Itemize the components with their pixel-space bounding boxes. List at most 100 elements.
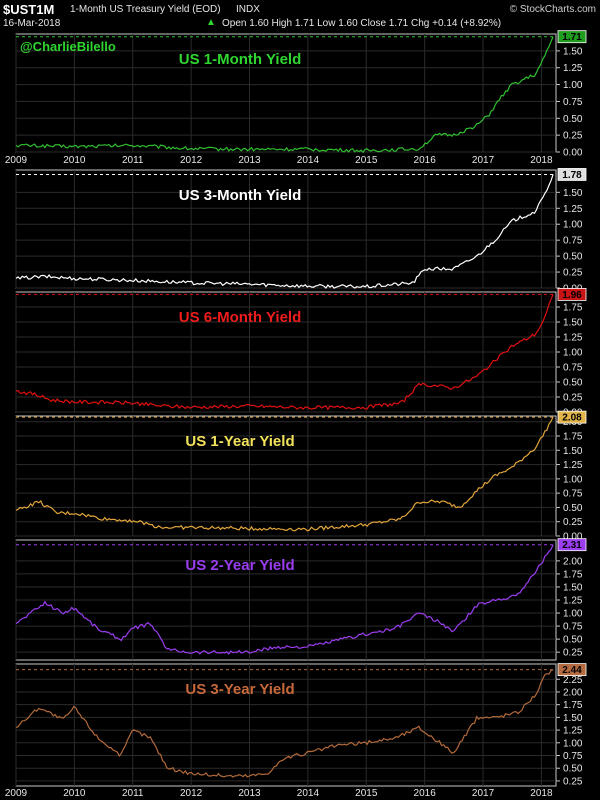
y-tick-label: 2.25 bbox=[563, 675, 583, 686]
last-value-label: 2.08 bbox=[562, 413, 582, 424]
x-tick-label: 2010 bbox=[63, 788, 86, 799]
y-tick-label: 1.00 bbox=[563, 348, 583, 359]
y-tick-label: 1.25 bbox=[563, 596, 583, 607]
last-value-label: 2.31 bbox=[562, 540, 582, 551]
x-tick-label: 2018 bbox=[530, 155, 553, 166]
chart-header: $UST1M 1-Month US Treasury Yield (EOD) I… bbox=[0, 0, 600, 34]
y-tick-label: 0.25 bbox=[563, 517, 583, 528]
last-value-label: 2.44 bbox=[562, 665, 582, 676]
y-tick-label: 1.25 bbox=[563, 726, 583, 737]
x-tick-label: 2015 bbox=[355, 788, 378, 799]
quote-label: Open 1.60 High 1.71 Low 1.60 Close 1.71 … bbox=[222, 18, 502, 29]
x-tick-label: 2010 bbox=[63, 155, 86, 166]
y-tick-label: 1.00 bbox=[563, 80, 583, 91]
panel-6: 0.250.50 0.75 1.001.25 1.50 1.75 2.002.25 2009… bbox=[5, 663, 587, 799]
y-tick-label: 1.00 bbox=[563, 474, 583, 485]
last-value-box bbox=[557, 663, 587, 676]
x-tick-label: 2014 bbox=[297, 788, 320, 799]
y-tick-label: 0.75 bbox=[563, 97, 583, 108]
x-tick-label: 2009 bbox=[5, 788, 28, 799]
description-label: 1-Month US Treasury Yield (EOD) bbox=[70, 4, 221, 15]
y-tick-label: 0.50 bbox=[563, 114, 583, 125]
y-tick-label: 0.25 bbox=[563, 393, 583, 404]
y-tick-label: 0.25 bbox=[563, 776, 583, 787]
y-tick-label: 1.00 bbox=[563, 220, 583, 231]
date-label: 16-Mar-2018 bbox=[3, 18, 61, 29]
y-tick-label: 1.50 bbox=[563, 318, 583, 329]
x-tick-label: 2015 bbox=[355, 155, 378, 166]
last-value-box bbox=[557, 287, 587, 301]
last-value-box bbox=[557, 538, 587, 552]
plot-frame bbox=[15, 33, 557, 153]
panel-title: US 6-Month Yield bbox=[179, 309, 302, 326]
y-tick-label: 0.00 bbox=[563, 148, 583, 159]
y-tick-label: 0.50 bbox=[563, 378, 583, 389]
x-tick-label: 2011 bbox=[122, 155, 144, 166]
x-tick-label: 2009 bbox=[5, 155, 28, 166]
x-tick-label: 2017 bbox=[472, 788, 495, 799]
last-value-box bbox=[557, 30, 587, 44]
series-line bbox=[15, 669, 554, 778]
panel-5: 0.25 0.50 0.75 1.00 1.25 1.50 1.75 2.00 2.31 US 2… bbox=[15, 538, 587, 661]
y-tick-label: 0.00 bbox=[563, 532, 583, 543]
series-line bbox=[15, 36, 554, 154]
y-tick-label: 1.00 bbox=[563, 738, 583, 749]
panel-title: US 1-Month Yield bbox=[179, 51, 302, 68]
y-tick-label: 0.50 bbox=[563, 252, 583, 263]
panel-title: US 3-Month Yield bbox=[179, 187, 302, 204]
x-tick-label: 2013 bbox=[238, 788, 261, 799]
last-value-label: 1.96 bbox=[562, 290, 582, 301]
y-tick-label: 1.50 bbox=[563, 188, 583, 199]
y-tick-label: 2.00 bbox=[563, 687, 583, 698]
author-handle: @CharlieBilello bbox=[20, 39, 116, 54]
panel-4: 0.000.250.500.751.001.251.501.752.002.08… bbox=[15, 410, 587, 543]
last-value-label: 1.71 bbox=[562, 32, 582, 43]
x-tick-label: 2014 bbox=[297, 155, 320, 166]
series-line bbox=[15, 544, 554, 655]
last-value-box bbox=[557, 410, 587, 424]
y-tick-label: 0.50 bbox=[563, 503, 583, 514]
panel-1: 0.00 0.25 0.50 0.75 1.00 1.25 1.50 2009 2010 2011… bbox=[5, 30, 587, 166]
y-tick-label: 2.00 bbox=[563, 556, 583, 567]
y-tick-label: 1.50 bbox=[563, 46, 583, 57]
y-tick-label: 0.50 bbox=[563, 635, 583, 646]
x-tick-label: 2013 bbox=[238, 155, 261, 166]
panel-title: US 1-Year Yield bbox=[185, 433, 294, 450]
y-tick-label: 1.75 bbox=[563, 569, 583, 580]
y-tick-label: 0.25 bbox=[563, 268, 583, 279]
last-value-label: 1.78 bbox=[562, 170, 582, 181]
y-tick-label: 0.50 bbox=[563, 764, 583, 775]
x-tick-label: 2011 bbox=[122, 788, 144, 799]
exchange-label: INDX bbox=[236, 4, 260, 15]
plot-frame bbox=[15, 663, 557, 787]
y-tick-label: 0.25 bbox=[563, 648, 583, 659]
y-tick-label: 0.75 bbox=[563, 363, 583, 374]
y-tick-label: 1.25 bbox=[563, 460, 583, 471]
y-tick-label: 1.50 bbox=[563, 582, 583, 593]
plot-frame bbox=[15, 169, 557, 289]
y-tick-label: 1.25 bbox=[563, 333, 583, 344]
up-arrow-icon: ▲ bbox=[206, 17, 216, 28]
y-tick-label: 1.00 bbox=[563, 609, 583, 620]
x-tick-label: 2016 bbox=[414, 155, 437, 166]
panel-title: US 2-Year Yield bbox=[185, 557, 294, 574]
x-tick-label: 2012 bbox=[180, 788, 203, 799]
y-tick-label: 1.75 bbox=[563, 432, 583, 443]
x-tick-label: 2012 bbox=[180, 155, 203, 166]
y-tick-label: 0.25 bbox=[563, 131, 583, 142]
series-line bbox=[15, 174, 554, 289]
y-tick-label: 1.75 bbox=[563, 303, 583, 314]
panel-title: US 3-Year Yield bbox=[185, 681, 294, 698]
x-tick-label: 2017 bbox=[472, 155, 495, 166]
watermark-label: © StockCharts.com bbox=[509, 4, 596, 15]
y-tick-label: 0.75 bbox=[563, 622, 583, 633]
y-tick-label: 1.50 bbox=[563, 713, 583, 724]
x-tick-label: 2018 bbox=[530, 788, 553, 799]
symbol-label: $UST1M bbox=[3, 2, 55, 17]
y-tick-label: 1.50 bbox=[563, 446, 583, 457]
y-tick-label: 1.25 bbox=[563, 63, 583, 74]
series-line bbox=[15, 294, 554, 411]
last-value-box bbox=[557, 168, 587, 181]
